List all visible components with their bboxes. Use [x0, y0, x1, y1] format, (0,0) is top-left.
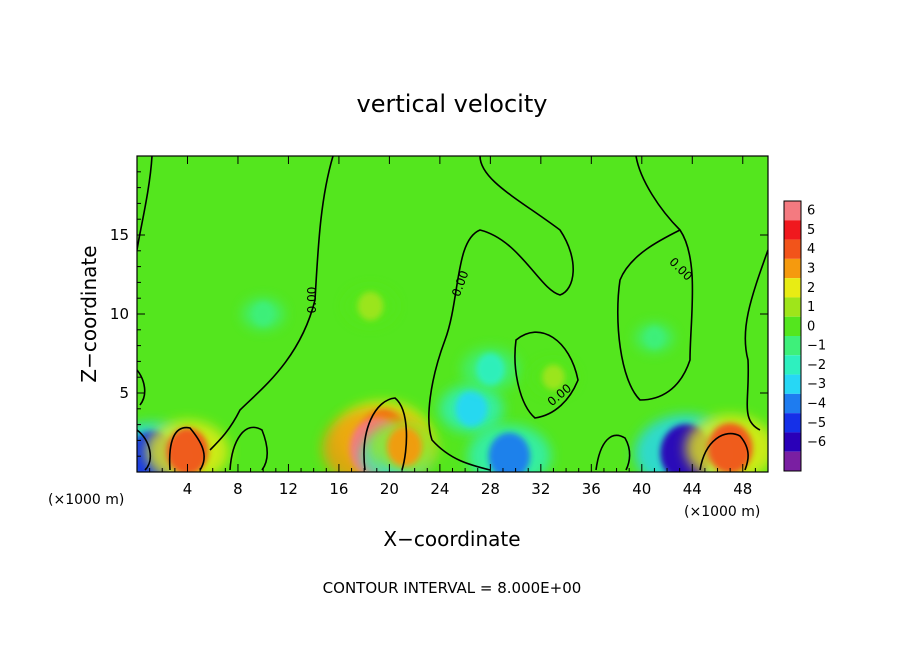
x-tick-label: 4: [183, 480, 193, 498]
colorbar-label: −4: [807, 397, 826, 412]
colorbar-label: −6: [807, 435, 826, 450]
x-tick-label: 44: [683, 480, 702, 498]
zero-contour: [137, 156, 153, 251]
colorbar-swatch: [784, 278, 801, 298]
feature-core: [644, 326, 665, 349]
contour-label: 0.00: [305, 287, 319, 314]
x-tick-label: 20: [380, 480, 399, 498]
x-tick-label: 36: [582, 480, 601, 498]
colorbar-swatch: [784, 297, 801, 317]
colorbar-swatch: [784, 374, 801, 394]
x-axis-ticks: 4 8 12 16 20 24 28 32 36 40 44 48: [149, 156, 756, 498]
zero-contour: [595, 434, 631, 471]
zero-contour: [514, 331, 579, 419]
x-unit-right: (×1000 m): [684, 504, 760, 520]
x-tick-label: 32: [531, 480, 550, 498]
colorbar-label: −2: [807, 358, 826, 373]
colorbar-label: 3: [807, 262, 815, 277]
colorbar-label: 4: [807, 242, 815, 257]
zero-contour: [137, 369, 146, 406]
colorbar-label: 1: [807, 300, 815, 315]
velocity-feature: [461, 347, 520, 391]
colorbar-swatch: [784, 393, 801, 414]
contour-interval-note: CONTOUR INTERVAL = 8.000E+00: [323, 579, 582, 597]
feature-core: [357, 291, 384, 321]
zero-contours: [137, 156, 768, 471]
zero-contour: [616, 156, 694, 401]
feature-core: [252, 302, 274, 326]
colorbar-swatch: [784, 336, 801, 356]
velocity-feature: [635, 323, 674, 353]
colorbar-swatch: [784, 239, 801, 259]
x-tick-label: 28: [481, 480, 500, 498]
colorbar-swatch: [784, 258, 801, 279]
zero-contour: [137, 429, 152, 471]
colorbar-label: −3: [807, 377, 826, 392]
zero-contour: [744, 249, 768, 431]
colorbar-swatch: [784, 316, 801, 336]
colorbar-swatch: [784, 413, 801, 433]
y-axis-ticks: 5 10 15: [110, 171, 768, 457]
colorbar-swatch: [784, 451, 801, 471]
x-tick-label: 12: [279, 480, 298, 498]
x-tick-label: 24: [430, 480, 449, 498]
velocity-feature: [242, 298, 285, 330]
feature-core: [475, 353, 505, 386]
velocity-feature: [439, 384, 504, 433]
colorbar-label: −1: [807, 339, 826, 354]
feature-core: [488, 432, 531, 472]
plot-area: [137, 156, 768, 472]
velocity-feature: [344, 286, 397, 326]
zero-contour: [699, 432, 749, 471]
x-tick-label: 40: [632, 480, 651, 498]
chart-title: vertical velocity: [357, 90, 548, 118]
feature-core: [542, 364, 565, 390]
y-tick-label: 15: [110, 226, 129, 244]
zero-contour: [229, 426, 269, 471]
colorbar: 6 5 4 3 2 1 0 −1 −2 −3 −4 −5 −6: [783, 200, 826, 472]
colorbar-swatch: [784, 432, 801, 452]
colorbar-label: 0: [807, 319, 815, 334]
x-axis-label: X−coordinate: [383, 527, 520, 551]
velocity-feature: [531, 360, 576, 395]
colorbar-frame: [783, 200, 802, 472]
x-tick-label: 16: [329, 480, 348, 498]
feature-core: [707, 423, 753, 472]
y-axis-label: Z−coordinate: [77, 245, 101, 382]
feature-core: [386, 426, 423, 467]
y-tick-label: 10: [110, 305, 129, 323]
colorbar-label: −5: [807, 416, 826, 431]
x-tick-label: 48: [733, 480, 752, 498]
velocity-feature: [145, 420, 230, 472]
zero-contour: [363, 397, 408, 471]
velocity-feature: [467, 425, 551, 472]
x-tick-label: 8: [233, 480, 243, 498]
velocity-feature: [369, 420, 440, 472]
x-unit-left: (×1000 m): [48, 492, 124, 508]
colorbar-label: 6: [807, 204, 815, 219]
y-tick-label: 5: [119, 384, 129, 402]
colorbar-label: 5: [807, 223, 815, 238]
zero-contour: [168, 426, 205, 471]
colorbar-swatch: [784, 201, 801, 221]
feature-core: [455, 390, 488, 427]
colorbar-swatch: [784, 355, 801, 375]
zero-contour: [428, 156, 574, 471]
colorbar-swatch: [784, 220, 801, 240]
zero-contour: [209, 156, 334, 451]
colorbar-label: 2: [807, 281, 815, 296]
